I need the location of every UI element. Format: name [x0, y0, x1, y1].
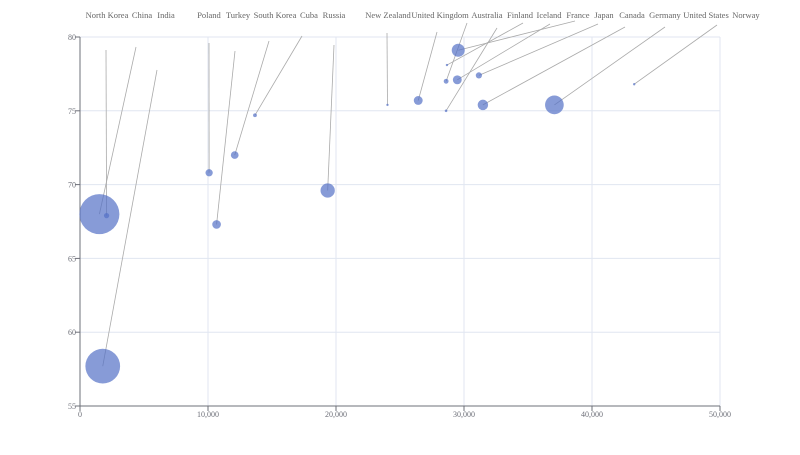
bubble-australia — [444, 79, 449, 84]
y-tick-label: 80 — [68, 33, 76, 42]
bubble-united-kingdom — [414, 96, 423, 105]
label-russia: Russia — [323, 10, 346, 20]
bubble-china — [79, 194, 119, 234]
bubble-norway — [633, 83, 635, 85]
bubble-canada — [476, 72, 482, 78]
label-india: India — [157, 10, 175, 20]
bubble-south-korea — [231, 151, 239, 159]
label-france: France — [566, 10, 589, 20]
label-iceland: Iceland — [536, 10, 562, 20]
x-tick-label: 0 — [78, 410, 82, 419]
label-line-japan — [458, 21, 575, 50]
y-tick-label: 55 — [68, 402, 76, 411]
axes: 55 60 65 70 75 80 0 10,000 20,000 30,000 40,000 50,… — [68, 33, 731, 419]
label-line-china — [99, 47, 136, 214]
x-tick-label: 50,000 — [709, 410, 731, 419]
label-line-cuba — [255, 36, 302, 115]
x-tick-label: 30,000 — [453, 410, 475, 419]
label-japan: Japan — [594, 10, 614, 20]
label-line-south-korea — [235, 41, 269, 155]
bubble-germany — [478, 100, 488, 110]
label-line-russia — [328, 45, 334, 191]
label-poland: Poland — [197, 10, 221, 20]
y-tick-label: 70 — [68, 181, 76, 190]
bubble-turkey — [212, 220, 221, 229]
bubble-new-zealand — [386, 104, 388, 106]
bubble-united-states — [545, 96, 564, 115]
label-norway: Norway — [732, 10, 760, 20]
label-finland: Finland — [507, 10, 534, 20]
x-tick-label: 10,000 — [197, 410, 219, 419]
label-line-north-korea — [106, 50, 107, 216]
label-germany: Germany — [649, 10, 681, 20]
label-australia: Australia — [471, 10, 502, 20]
label-china: China — [132, 10, 153, 20]
bubble-france — [453, 75, 462, 84]
x-tick-label: 20,000 — [325, 410, 347, 419]
label-canada: Canada — [619, 10, 645, 20]
label-new-zealand: New Zealand — [365, 10, 411, 20]
label-turkey: Turkey — [226, 10, 251, 20]
bubble-india — [85, 349, 120, 384]
y-tick-label: 60 — [68, 328, 76, 337]
bubble-finland — [445, 109, 448, 112]
label-lines — [99, 21, 717, 366]
label-line-turkey — [217, 51, 235, 224]
bubble-poland — [205, 169, 212, 176]
bubble-russia — [321, 183, 335, 197]
label-cuba: Cuba — [300, 10, 318, 20]
grid-lines — [80, 37, 720, 406]
bubble-iceland — [446, 64, 448, 66]
label-south-korea: South Korea — [254, 10, 297, 20]
label-line-norway — [634, 25, 717, 84]
label-line-united-kingdom — [418, 32, 437, 100]
y-tick-label: 75 — [68, 107, 76, 116]
bubble-japan — [452, 44, 465, 57]
bubble-cuba — [253, 113, 257, 117]
label-united-states: United States — [683, 10, 729, 20]
label-north-korea: North Korea — [86, 10, 129, 20]
label-line-finland — [446, 28, 497, 111]
label-line-canada — [479, 24, 598, 75]
label-line-united-states — [554, 27, 665, 105]
y-tick-label: 65 — [68, 254, 76, 263]
label-united-kingdom: United Kingdom — [411, 10, 469, 20]
x-tick-label: 40,000 — [581, 410, 603, 419]
